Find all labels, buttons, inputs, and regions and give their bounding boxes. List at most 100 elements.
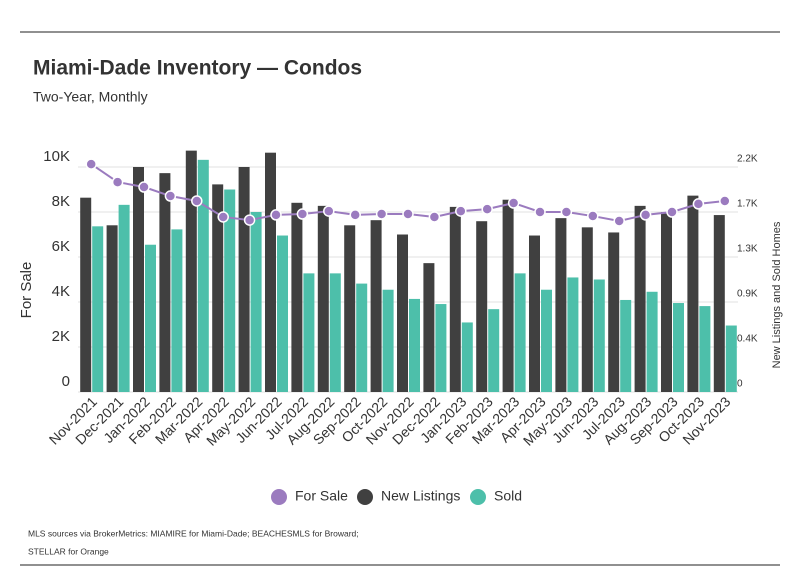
bar xyxy=(646,291,658,392)
point xyxy=(85,158,97,170)
legend-marker xyxy=(470,489,486,505)
point xyxy=(111,176,124,188)
y-tick-label: 8K xyxy=(52,193,70,210)
bar xyxy=(171,229,183,392)
bar xyxy=(145,244,156,392)
bar xyxy=(687,195,699,392)
bar xyxy=(567,277,579,392)
legend-label: New Listings xyxy=(381,488,460,504)
bar xyxy=(423,263,435,392)
point xyxy=(402,208,414,220)
y2-tick-label: 1.3K xyxy=(737,244,758,255)
bar xyxy=(159,173,171,392)
bar xyxy=(541,289,552,392)
bar xyxy=(529,235,540,392)
bar xyxy=(620,299,632,392)
bar xyxy=(581,227,593,392)
bar xyxy=(185,150,197,392)
bar xyxy=(250,212,262,392)
legend-marker xyxy=(357,489,373,505)
bar xyxy=(382,289,394,392)
y2-tick-label: 1.7K xyxy=(737,199,758,210)
bar xyxy=(661,212,672,392)
point xyxy=(323,205,335,217)
point xyxy=(613,215,625,227)
legend-marker xyxy=(271,489,287,505)
point xyxy=(243,214,256,226)
y-tick-label: 4K xyxy=(52,283,70,300)
bar xyxy=(277,235,288,392)
bar xyxy=(212,184,224,392)
y-tick-label: 6K xyxy=(52,238,70,255)
y2-tick-label: 0.9K xyxy=(737,289,758,300)
footnote: MLS sources via BrokerMetrics: MIAMIRE f… xyxy=(28,528,359,538)
bar xyxy=(409,298,420,392)
bar xyxy=(593,279,605,392)
chart-subtitle: Two-Year, Monthly xyxy=(33,89,148,105)
bar xyxy=(344,225,356,392)
chart-title: Miami-Dade Inventory — Condos xyxy=(33,57,362,80)
bar xyxy=(555,218,567,392)
point xyxy=(164,190,177,202)
bar xyxy=(356,283,368,392)
point xyxy=(270,209,282,221)
bar xyxy=(118,204,130,392)
bar xyxy=(303,273,315,392)
point xyxy=(349,209,361,221)
y-tick-label: 0 xyxy=(62,373,70,390)
bar xyxy=(634,205,646,392)
y-tick-label: 2K xyxy=(52,328,70,345)
bar xyxy=(699,306,711,392)
bar xyxy=(725,325,737,392)
point xyxy=(507,197,520,209)
bar xyxy=(265,152,276,392)
y2-tick-label: 2.2K xyxy=(737,154,758,165)
bar xyxy=(92,226,104,392)
point xyxy=(639,209,652,221)
point xyxy=(296,208,309,220)
bar xyxy=(476,221,488,392)
bar xyxy=(435,304,447,392)
bar xyxy=(608,232,620,392)
bar xyxy=(713,215,725,392)
bar xyxy=(197,159,209,392)
bar xyxy=(291,202,303,392)
y-tick-label: 10K xyxy=(43,148,70,165)
bar xyxy=(80,197,92,392)
bar xyxy=(449,206,461,392)
y2-tick-label: 0.4K xyxy=(737,334,758,345)
bar xyxy=(238,167,250,392)
point xyxy=(719,195,731,207)
bar xyxy=(106,225,118,392)
y2-tick-label: 0 xyxy=(737,379,743,390)
point xyxy=(138,181,150,193)
footnote: STELLAR for Orange xyxy=(28,546,109,556)
legend-label: For Sale xyxy=(295,488,348,504)
point xyxy=(692,198,705,210)
point xyxy=(455,205,467,217)
bar xyxy=(397,234,408,392)
point xyxy=(375,208,388,220)
point xyxy=(666,206,678,218)
bar xyxy=(502,199,514,392)
legend-label: Sold xyxy=(494,488,522,504)
bar xyxy=(488,309,500,392)
bar xyxy=(133,167,144,392)
point xyxy=(428,211,441,223)
bar xyxy=(317,205,329,392)
bar xyxy=(514,273,526,392)
bar xyxy=(329,273,341,392)
bar xyxy=(224,189,236,392)
bar xyxy=(673,303,684,392)
point xyxy=(587,210,599,222)
y-axis-label: For Sale xyxy=(18,262,35,319)
y2-axis-label: New Listings and Sold Homes xyxy=(771,221,783,368)
point xyxy=(481,203,493,215)
point xyxy=(560,206,573,218)
point xyxy=(217,211,229,223)
point xyxy=(191,195,203,207)
point xyxy=(534,206,546,218)
bar xyxy=(461,322,473,392)
bar xyxy=(370,220,382,392)
